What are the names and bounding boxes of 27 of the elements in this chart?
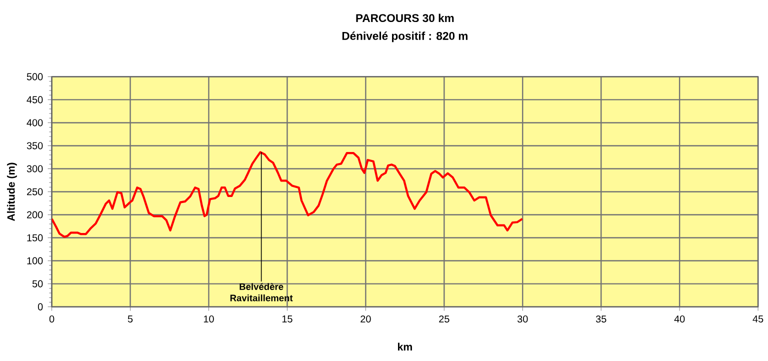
x-axis-title: km (398, 342, 412, 351)
y-tick-label: 0 (38, 303, 43, 311)
line-series (52, 151, 524, 238)
annotation: Belvédère Ravitaillement (230, 283, 293, 302)
x-tick-label: 40 (674, 316, 685, 323)
x-tick-label: 20 (360, 316, 371, 323)
y-tick-label: 50 (32, 280, 43, 288)
y-tick-label: 350 (26, 142, 43, 150)
y-tick-label: 500 (26, 73, 43, 80)
x-tick-label: 30 (517, 316, 528, 323)
x-tick-label: 15 (282, 316, 292, 323)
x-tick-label: 0 (49, 316, 54, 323)
y-tick-label: 400 (26, 119, 43, 126)
x-tick-label: 25 (439, 316, 450, 323)
y-tick-label: 300 (26, 165, 43, 172)
chart-title: PARCOURS 30 km (356, 14, 454, 22)
chart-subtitle: Dénivelé positif : 820 m (342, 32, 468, 42)
x-tick-label: 35 (596, 316, 606, 323)
y-tick-label: 450 (26, 96, 43, 104)
x-tick-label: 5 (128, 316, 133, 323)
x-tick-label: 10 (204, 316, 214, 323)
y-tick-label: 100 (27, 257, 43, 265)
y-tick-label: 250 (27, 188, 43, 196)
x-tick-label: 45 (752, 316, 764, 323)
y-tick-label: 150 (27, 234, 43, 242)
y-axis-title: Altitude (m) (6, 163, 17, 222)
y-tick-label: 200 (27, 211, 43, 218)
